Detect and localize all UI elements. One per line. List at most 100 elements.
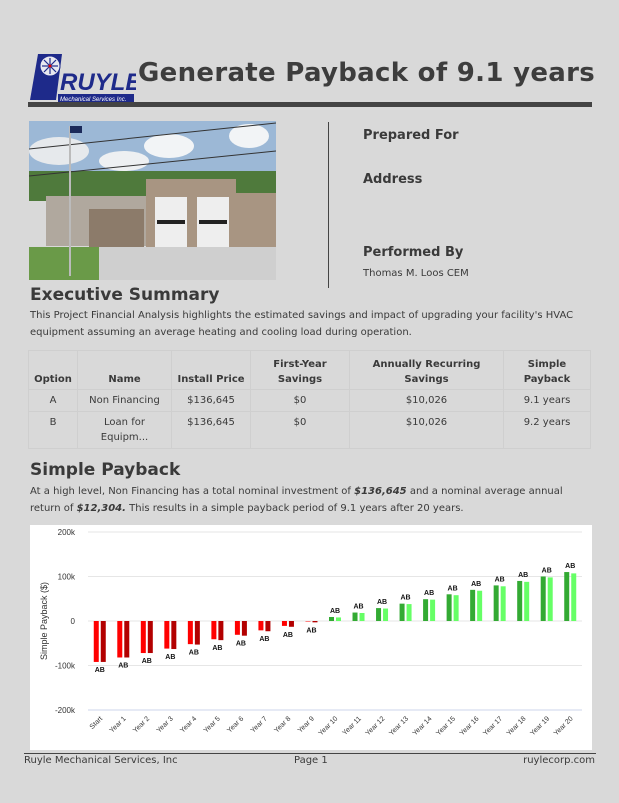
simple-payback-chart: 200k 100k 0 -100k -200k Simple Payback ($) AB S… xyxy=(30,525,592,750)
executive-summary-heading: Executive Summary xyxy=(30,285,220,305)
bar-data-label: AB xyxy=(95,667,105,674)
bar-a[interactable] xyxy=(517,580,523,621)
bar-a[interactable] xyxy=(540,576,546,622)
first-year-savings-cell: $0 xyxy=(250,389,350,412)
annual-savings-cell: $10,026 xyxy=(349,411,504,449)
bar-a[interactable] xyxy=(399,603,405,621)
address-label: Address xyxy=(363,172,423,187)
bar-b[interactable] xyxy=(383,608,389,621)
x-tick-label: Year 10 xyxy=(318,715,340,737)
bar-data-label: AB xyxy=(212,645,222,652)
simple-payback-text: At a high level, Non Financing has a tot… xyxy=(30,486,563,514)
bar-b[interactable] xyxy=(312,621,318,623)
x-tick-label: Year 6 xyxy=(226,715,245,734)
bar-b[interactable] xyxy=(547,577,553,621)
report-header: RUYLE Mechanical Services Inc. Generate … xyxy=(28,48,595,108)
chart-canvas: 200k 100k 0 -100k -200k Simple Payback ($) AB S… xyxy=(39,528,582,737)
bar-a[interactable] xyxy=(234,621,240,635)
column-header: Option xyxy=(28,350,78,390)
bar-b[interactable] xyxy=(453,595,459,621)
bar-a[interactable] xyxy=(164,621,170,649)
bar-a[interactable] xyxy=(305,621,311,622)
bar-b[interactable] xyxy=(430,599,436,621)
x-tick-label: Year 9 xyxy=(297,715,316,734)
header-divider xyxy=(28,102,592,107)
bar-a[interactable] xyxy=(470,589,476,621)
table-row: A Non Financing $136,645 $0 $10,026 9.1 … xyxy=(28,389,591,412)
bar-b[interactable] xyxy=(288,621,294,627)
bar-a[interactable] xyxy=(352,612,358,621)
bar-b[interactable] xyxy=(500,586,506,621)
bar-data-label: AB xyxy=(495,576,505,583)
table-row: B Loan for Equipm... $136,645 $0 $10,026… xyxy=(28,411,591,449)
column-header: Name xyxy=(77,350,172,390)
option-cell: A xyxy=(28,389,78,412)
ruyle-logo: RUYLE Mechanical Services Inc. xyxy=(30,54,136,103)
bar-b[interactable] xyxy=(265,621,271,632)
bar-a[interactable] xyxy=(140,621,146,654)
bar-a[interactable] xyxy=(211,621,217,640)
bar-data-label: AB xyxy=(165,654,175,661)
footer-website: ruylecorp.com xyxy=(523,755,595,766)
x-tick-label: Year 2 xyxy=(132,715,151,734)
x-tick-label: Year 5 xyxy=(203,715,222,734)
x-tick-label: Year 15 xyxy=(435,715,457,737)
first-year-savings-cell: $0 xyxy=(250,411,350,449)
x-tick-label: Year 4 xyxy=(179,715,198,734)
x-tick-label: Year 8 xyxy=(273,715,292,734)
bar-data-label: AB xyxy=(283,632,293,639)
column-header: Install Price xyxy=(171,350,251,390)
footer-divider xyxy=(24,753,596,754)
bar-a[interactable] xyxy=(281,621,287,626)
bar-b[interactable] xyxy=(336,617,341,621)
bar-b[interactable] xyxy=(359,612,365,621)
bar-a[interactable] xyxy=(329,616,334,621)
payback-cell: 9.1 years xyxy=(503,389,591,412)
bar-data-label: AB xyxy=(118,662,128,669)
bar-data-label: AB xyxy=(236,641,246,648)
options-table: Option Name Install Price First-Year Sav… xyxy=(28,350,591,449)
x-tick-label: Year 18 xyxy=(506,715,528,737)
option-cell: B xyxy=(28,411,78,449)
footer-company: Ruyle Mechanical Services, Inc xyxy=(24,755,178,766)
bar-data-label: AB xyxy=(377,599,387,606)
x-tick-label: Year 16 xyxy=(459,715,481,737)
bar-a[interactable] xyxy=(446,594,452,621)
y-tick-label: 0 xyxy=(71,617,76,626)
x-tick-label: Year 14 xyxy=(412,715,434,737)
x-tick-label: Year 11 xyxy=(341,715,363,737)
name-cell: Non Financing xyxy=(77,389,172,412)
bar-a[interactable] xyxy=(564,572,570,621)
x-tick-label: Start xyxy=(89,715,104,730)
bar-b[interactable] xyxy=(218,621,224,641)
bar-b[interactable] xyxy=(406,604,412,621)
x-tick-label: Year 13 xyxy=(388,715,410,737)
bar-b[interactable] xyxy=(241,621,247,636)
bar-a[interactable] xyxy=(493,585,499,621)
bar-b[interactable] xyxy=(194,621,200,645)
bar-b[interactable] xyxy=(100,621,106,662)
bar-b[interactable] xyxy=(171,621,177,650)
bar-a[interactable] xyxy=(258,621,264,631)
annual-savings-cell: $10,026 xyxy=(349,389,504,412)
svg-text:Mechanical Services Inc.: Mechanical Services Inc. xyxy=(60,97,126,103)
bar-a[interactable] xyxy=(93,621,99,662)
bar-b[interactable] xyxy=(147,621,153,654)
bar-data-label: AB xyxy=(471,581,481,588)
bar-b[interactable] xyxy=(524,581,530,621)
bar-a[interactable] xyxy=(187,621,193,645)
bar-a[interactable] xyxy=(423,599,429,621)
y-tick-label: 100k xyxy=(58,573,76,582)
bar-data-label: AB xyxy=(306,627,316,634)
payback-cell: 9.2 years xyxy=(503,411,591,449)
bar-b[interactable] xyxy=(477,590,483,621)
y-tick-label: -100k xyxy=(55,662,76,671)
bar-b[interactable] xyxy=(124,621,130,658)
bar-a[interactable] xyxy=(117,621,123,658)
bar-data-label: AB xyxy=(353,604,363,611)
simple-payback-heading: Simple Payback xyxy=(30,460,181,480)
table-header-row: Option Name Install Price First-Year Sav… xyxy=(28,350,591,390)
bar-data-label: AB xyxy=(448,585,458,592)
bar-a[interactable] xyxy=(376,608,382,621)
bar-b[interactable] xyxy=(571,573,577,621)
